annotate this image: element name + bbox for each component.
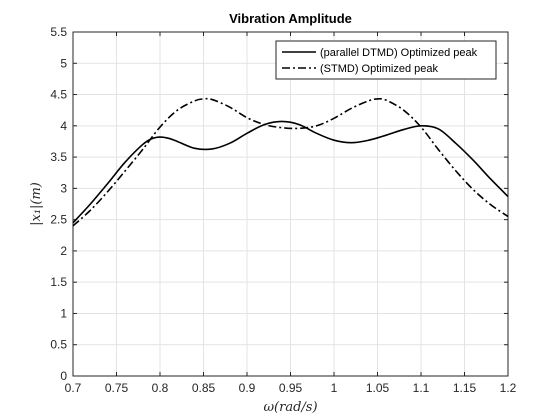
y-tick-label: 5 [60,56,67,70]
x-tick-label: 1 [331,381,338,395]
y-tick-label: 4.5 [50,88,67,102]
x-tick-label: 0.75 [105,381,129,395]
x-tick-label: 1.1 [413,381,430,395]
x-tick-label: 0.8 [152,381,169,395]
x-tick-label: 0.7 [65,381,82,395]
y-tick-label: 1.5 [50,275,67,289]
x-tick-label: 0.95 [279,381,303,395]
y-tick-label: 3 [60,181,67,195]
y-tick-label: 4 [60,119,67,133]
y-tick-label: 5.5 [50,25,67,39]
chart-title: Vibration Amplitude [229,11,352,26]
x-tick-label: 0.9 [239,381,256,395]
y-tick-label: 2 [60,244,67,258]
x-tick-label: 0.85 [192,381,216,395]
y-tick-label: 3.5 [50,150,67,164]
x-axis-label: ω(rad/s) [263,400,317,415]
y-axis-label: |x₁|(m) [29,182,44,226]
y-tick-label: 0 [60,369,67,383]
y-tick-label: 0.5 [50,338,67,352]
y-tick-label: 2.5 [50,213,67,227]
x-tick-label: 1.15 [453,381,477,395]
x-tick-label: 1.2 [500,381,517,395]
legend-entry-1: (parallel DTMD) Optimized peak [320,47,478,59]
legend-entry-2: (STMD) Optimized peak [320,63,438,75]
legend: (parallel DTMD) Optimized peak (STMD) Opt… [276,41,496,79]
y-tick-label: 1 [60,306,67,320]
x-tick-label: 1.05 [366,381,390,395]
